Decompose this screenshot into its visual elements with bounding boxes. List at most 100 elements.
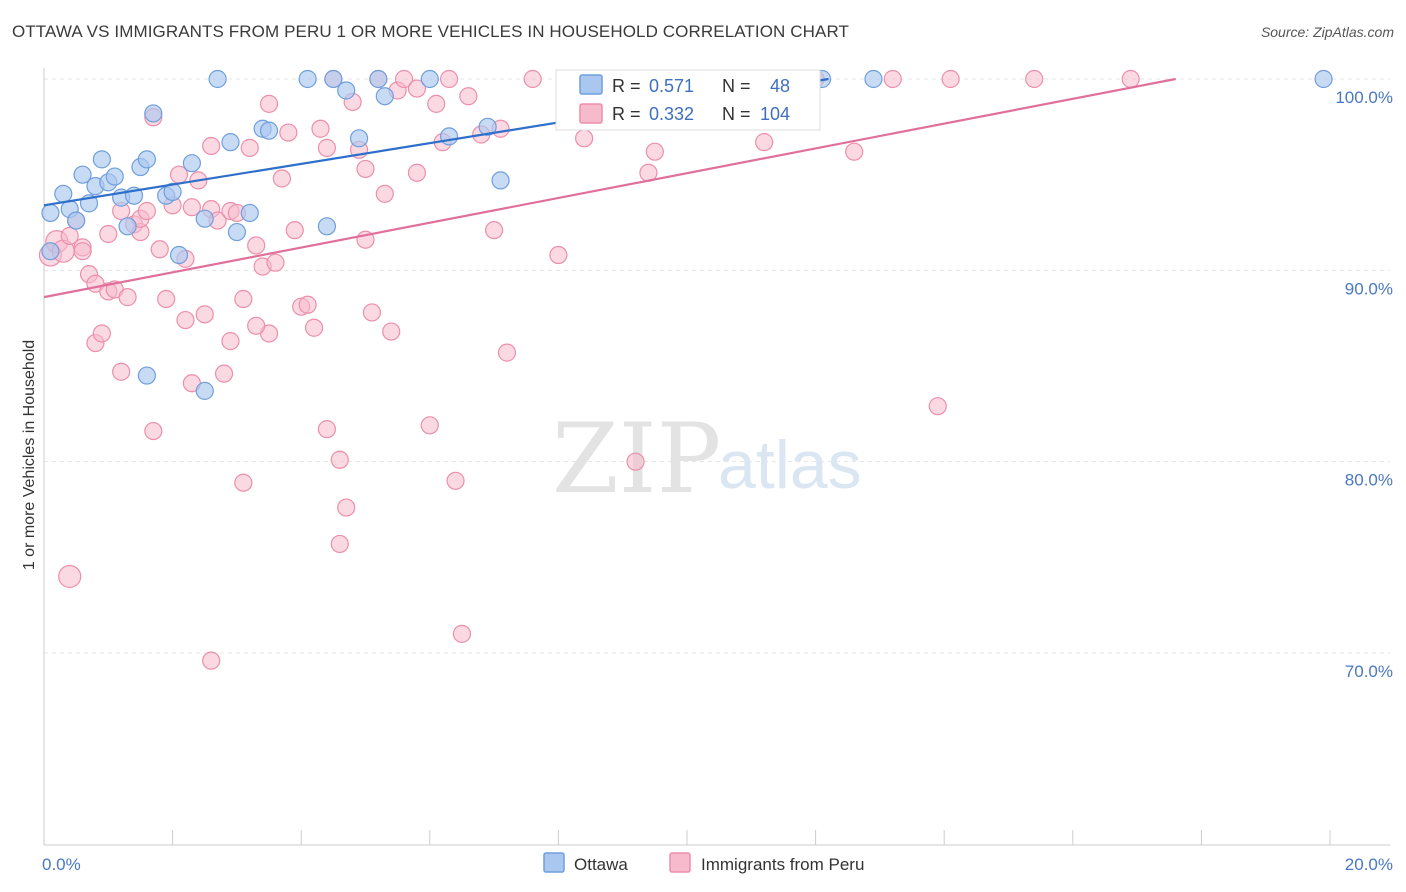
ottawa-point — [478, 117, 497, 136]
gridlines — [44, 78, 1390, 654]
ottawa-point — [195, 381, 214, 400]
axes — [43, 68, 1390, 846]
peru-point — [407, 163, 427, 182]
peru-trend-line — [43, 77, 1176, 299]
peru-point — [446, 471, 465, 490]
peru-point — [420, 416, 439, 435]
ottawa-point — [324, 69, 343, 89]
peru-point — [317, 420, 337, 439]
peru-point — [202, 136, 221, 156]
x-tick-label: 0.0% — [42, 855, 81, 874]
ottawa-point — [227, 222, 246, 242]
ottawa-point — [337, 81, 356, 100]
peru-point — [234, 473, 253, 492]
y-axis-label: 1 or more Vehicles in Household — [21, 340, 38, 570]
peru-point — [182, 198, 201, 217]
ottawa-point — [67, 211, 86, 230]
legend-r-label-peru: R = — [612, 104, 641, 124]
peru-point — [941, 69, 960, 89]
peru-point — [330, 450, 349, 469]
ottawa-point — [349, 129, 369, 148]
peru-point — [214, 364, 234, 383]
ottawa-point — [163, 182, 182, 201]
x-tick-labels: 0.0% 20.0% — [42, 855, 1393, 874]
peru-point — [362, 303, 382, 322]
ottawa-point — [369, 69, 388, 89]
ottawa-point — [41, 242, 60, 261]
peru-point — [1121, 69, 1140, 89]
peru-point — [755, 133, 774, 152]
legend-n-label-peru: N = — [722, 104, 751, 124]
chart-title: OTTAWA VS IMMIGRANTS FROM PERU 1 OR MORE… — [12, 22, 849, 41]
ottawa-point — [439, 127, 459, 146]
ottawa-point — [317, 217, 337, 236]
peru-point — [382, 322, 401, 341]
ottawa-point — [221, 133, 240, 152]
peru-point — [304, 318, 324, 337]
peru-point — [394, 69, 414, 89]
peru-point — [157, 289, 176, 309]
ottawa-point — [92, 150, 111, 169]
peru-point — [58, 564, 82, 589]
ottawa-point — [54, 184, 73, 203]
stats-legend: R = 0.571 N = 48 R = 0.332 N = 104 — [555, 69, 821, 131]
ottawa-point — [105, 167, 124, 186]
ottawa-point — [491, 171, 510, 190]
ottawa-point — [1314, 69, 1333, 89]
ottawa-point — [73, 165, 92, 184]
peru-point — [845, 142, 864, 161]
bottom-legend-swatch-peru — [669, 852, 691, 873]
y-tick-label: 90.0% — [1345, 279, 1393, 298]
bottom-legend-label-peru: Immigrants from Peru — [701, 855, 864, 874]
peru-point — [311, 119, 330, 138]
ottawa-point — [118, 217, 137, 236]
peru-point — [298, 295, 317, 314]
legend-swatch-ottawa — [579, 74, 603, 95]
ottawa-point — [420, 69, 439, 89]
peru-point — [137, 201, 156, 221]
peru-point — [73, 242, 92, 261]
peru-point — [144, 421, 163, 441]
peru-point — [234, 289, 253, 309]
bottom-legend-swatch-ottawa — [543, 852, 565, 873]
ottawa-point — [137, 150, 156, 169]
watermark-atlas: atlas — [718, 427, 862, 503]
ottawa-point — [259, 121, 279, 140]
peru-point — [317, 138, 337, 157]
peru-point — [626, 452, 645, 471]
peru-point — [285, 221, 304, 240]
peru-point — [1025, 69, 1044, 89]
peru-point — [337, 498, 356, 517]
peru-point — [452, 624, 472, 643]
peru-point — [427, 94, 446, 113]
x-minor-ticks — [172, 830, 1331, 845]
peru-point — [112, 362, 131, 381]
legend-r-value-peru: 0.332 — [649, 104, 694, 124]
peru-point — [439, 69, 459, 89]
ottawa-point — [240, 203, 259, 223]
peru-point — [247, 236, 266, 255]
peru-point — [266, 253, 285, 272]
peru-point — [356, 159, 375, 179]
ottawa-point — [208, 69, 227, 89]
x-tick-label: 20.0% — [1345, 855, 1393, 874]
ottawa-point — [195, 209, 214, 228]
y-tick-labels: 100.0% 90.0% 80.0% 70.0% — [1335, 88, 1393, 681]
peru-point — [150, 240, 169, 259]
peru-point — [883, 69, 902, 89]
peru-point — [272, 169, 292, 188]
ottawa-point — [298, 69, 317, 89]
peru-point — [459, 87, 478, 106]
peru-point — [485, 221, 504, 240]
peru-point — [195, 305, 214, 324]
ottawa-point — [41, 203, 60, 223]
peru-point — [497, 343, 517, 362]
peru-point — [221, 332, 240, 351]
peru-point — [523, 69, 542, 89]
peru-point — [202, 651, 221, 670]
peru-point — [549, 245, 568, 265]
peru-point — [247, 316, 266, 335]
peru-point — [99, 224, 118, 244]
legend-n-label-ottawa: N = — [722, 76, 751, 96]
